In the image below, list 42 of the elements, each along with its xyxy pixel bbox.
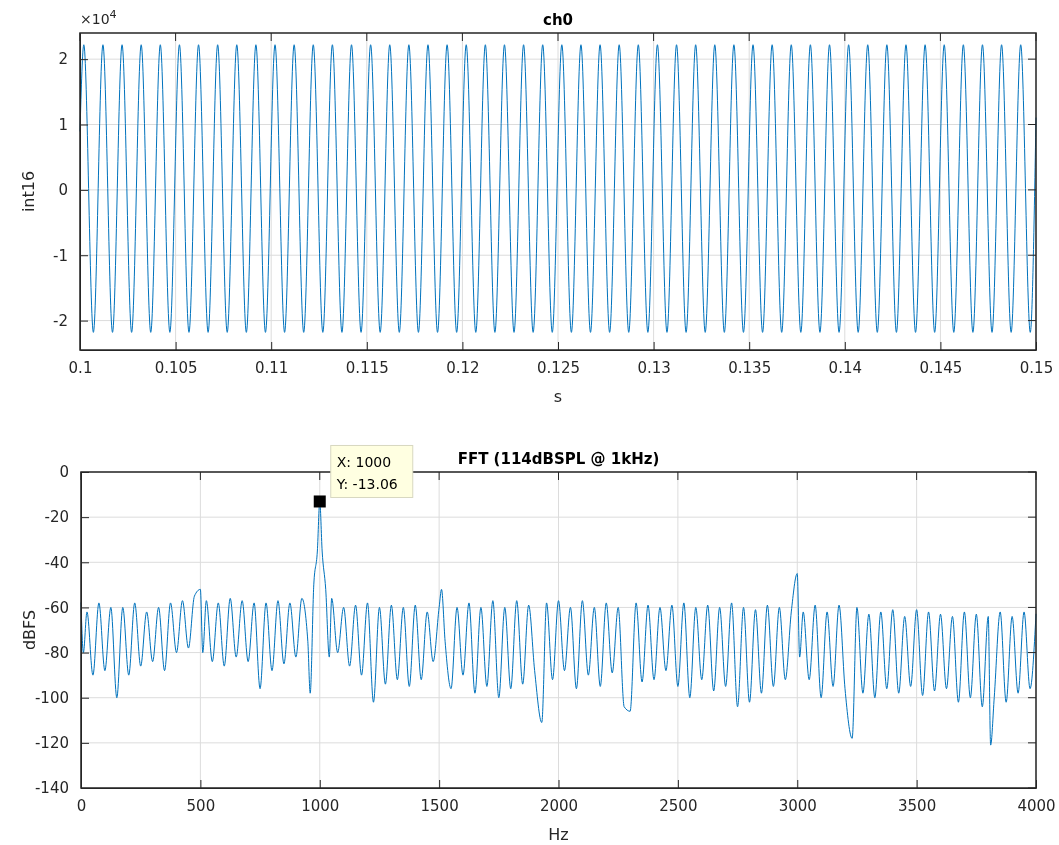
x-tick-label: 0.15 [1019,358,1054,377]
x-tick-label: 0.14 [828,358,862,377]
x-tick-label: 0.135 [728,358,772,377]
x-tick-label: 0 [76,796,87,815]
y-axis-title: int16 [19,170,38,213]
x-tick-label: 0.11 [255,358,289,377]
y-axis-title: dBFS [20,609,39,651]
y-tick-label: -2 [53,311,68,330]
y-tick-label: -20 [44,508,69,527]
line-series [79,44,1037,333]
x-tick-label: 0.125 [537,358,580,377]
x-tick-label: 0.1 [68,358,93,377]
y-tick-label: 1 [58,115,68,134]
y-tick-label: -140 [34,779,69,798]
y-tick-label: -120 [34,734,69,753]
x-tick-label: 4000 [1017,796,1056,815]
x-tick-label: 3500 [898,796,937,815]
x-tick-label: 0.145 [919,358,963,377]
y-tick-label: 0 [58,181,68,200]
x-tick-label: 3000 [778,796,817,815]
chart-title: ch0 [542,11,574,29]
y-tick-label: 2 [58,50,68,69]
x-tick-label: 0.12 [446,358,480,377]
y-tick-label: -1 [53,246,68,265]
x-tick-label: 0.13 [637,358,671,377]
x-tick-label: 0.115 [345,358,389,377]
annotation: X: 1000 Y: -13.06 [335,454,398,493]
x-axis-title: s [553,387,563,406]
x-tick-label: 1500 [420,796,459,815]
y-tick-label: -80 [44,643,69,662]
x-tick-label: 500 [186,796,216,815]
x-tick-label: 2500 [659,796,698,815]
x-tick-label: 0.105 [154,358,198,377]
x-tick-label: 1000 [301,796,340,815]
x-tick-label: 2000 [539,796,579,815]
text: ×10$^{4}$ [80,7,117,27]
y-tick-label: -100 [34,689,69,708]
chart-title: FFT (114dBSPL @ 1kHz) [457,450,660,468]
x-axis-title: Hz [548,825,569,844]
y-tick-label: -60 [44,598,69,617]
y-tick-label: 0 [59,463,69,482]
y-tick-label: -40 [44,553,69,572]
